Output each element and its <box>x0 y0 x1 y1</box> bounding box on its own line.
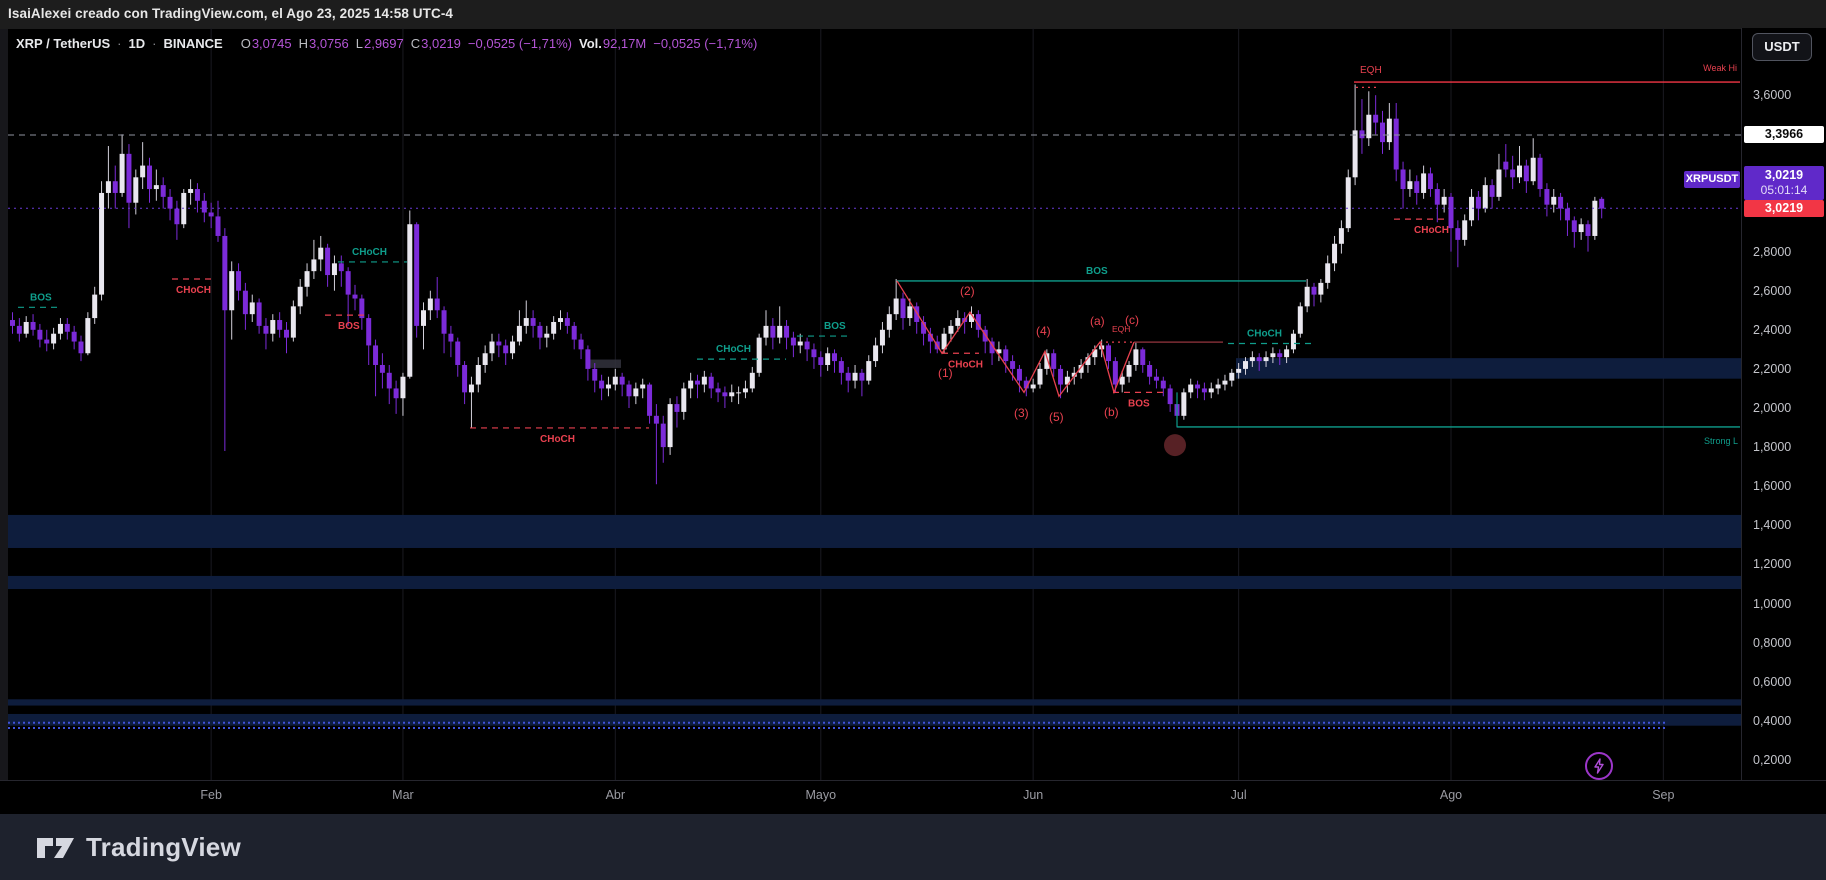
currency-toggle-button[interactable]: USDT <box>1752 33 1812 61</box>
month-label: Sep <box>1652 788 1675 802</box>
month-label: Abr <box>605 788 626 802</box>
price-tick: 0,4000 <box>1753 713 1792 728</box>
annotation-text: EQH <box>1360 65 1382 76</box>
structure-label: BOS <box>338 321 360 332</box>
symbol-title[interactable]: XRP / TetherUS <box>16 35 111 51</box>
time-axis[interactable]: Feb Mar Abr Mayo Jun Jul Ago Sep <box>0 780 1826 815</box>
annotation-text: Strong L <box>1704 436 1738 446</box>
annotation-text: (1) <box>938 366 953 380</box>
structure-label: CHoCH <box>716 344 751 355</box>
bar-countdown: 05:01:14 <box>1760 183 1808 197</box>
exchange-label: BINANCE <box>163 35 223 51</box>
price-tick: 2,8000 <box>1753 244 1792 259</box>
month-label: Jun <box>1023 788 1044 802</box>
open-value: 3,0745 <box>251 35 292 51</box>
volume-value: 92,17M <box>602 35 647 51</box>
price-tick: 2,0000 <box>1753 401 1792 415</box>
high-label: H <box>298 35 308 51</box>
tradingview-logo[interactable]: TradingView <box>36 832 241 863</box>
symbol-price-tag: XRPUSDT <box>1684 171 1740 189</box>
price-tick: 1,2000 <box>1753 557 1792 572</box>
low-label: L <box>355 35 363 51</box>
low-value: 2,9697 <box>363 35 404 51</box>
annotation-text: (3) <box>1014 406 1029 420</box>
price-tick: 1,0000 <box>1753 596 1792 611</box>
structure-label: BOS <box>1086 266 1108 277</box>
close-label: C <box>410 35 421 51</box>
price-axis[interactable]: 3,6000 2,8000 2,6000 2,4000 2,2000 2,0000 1,80… <box>1741 28 1826 780</box>
high-value: 3,0756 <box>308 35 349 51</box>
candles-layer <box>10 84 1605 485</box>
price-lines-layer <box>8 134 1741 209</box>
price-tick: 2,6000 <box>1753 283 1792 298</box>
gray-zone-box <box>589 359 621 368</box>
tradingview-logo-icon <box>37 838 74 858</box>
annotation-text: Weak Hi <box>1703 63 1737 73</box>
month-label: Mayo <box>805 788 837 802</box>
attribution-text: IsaiAlexei creado con TradingView.com, e… <box>8 6 454 21</box>
structure-label: BOS <box>824 321 846 332</box>
price-tick: 2,4000 <box>1753 322 1792 337</box>
structure-lines-layer: BOS CHoCH CHoCH BOS CHoCH CHoCH BOS CHoCH BOS BOS… <box>18 81 1740 445</box>
month-label: Ago <box>1439 788 1463 802</box>
chart-canvas[interactable]: BOS CHoCH CHoCH BOS CHoCH CHoCH BOS CHoCH BOS BOS… <box>0 28 1741 780</box>
left-toolbar-strip[interactable] <box>0 29 8 780</box>
open-label: O <box>240 35 251 51</box>
price-tick: 3,6000 <box>1753 88 1792 103</box>
close-value: 3,0219 <box>421 35 461 51</box>
structure-label: CHoCH <box>540 434 575 445</box>
price-tick: 0,2000 <box>1753 752 1792 767</box>
brush-circle-mark <box>1164 434 1186 457</box>
change-value: −0,0525 (−1,71%) <box>467 35 572 51</box>
annotation-text: (c) <box>1125 313 1139 327</box>
footer-brand-text: TradingView <box>86 831 241 862</box>
price-tick: 1,4000 <box>1753 518 1792 533</box>
price-tick: 0,8000 <box>1753 635 1792 650</box>
structure-label: CHoCH <box>1247 328 1282 339</box>
annotation-text: (2) <box>960 284 975 298</box>
annotation-text: EQH <box>1112 324 1130 334</box>
wave-zigzag <box>896 280 1135 398</box>
price-zone-bands <box>8 358 1741 730</box>
annotation-text: (4) <box>1036 324 1051 338</box>
month-gridlines <box>210 28 1664 780</box>
symbol-price-box: 3,0219 05:01:14 <box>1744 166 1824 200</box>
footer-bar: TradingView <box>0 814 1826 880</box>
structure-label: CHoCH <box>176 285 211 296</box>
price-tick: 2,2000 <box>1753 361 1792 376</box>
month-label: Feb <box>200 788 222 802</box>
volume-label: Vol. <box>578 35 602 51</box>
price-tick: 0,6000 <box>1753 674 1792 689</box>
structure-label: BOS <box>1128 398 1150 409</box>
change-value-2: −0,0525 (−1,71%) <box>653 35 758 51</box>
legend-separator: · <box>152 35 157 51</box>
legend-separator: · <box>117 35 122 51</box>
annotation-text: (5) <box>1049 410 1064 424</box>
lightning-button[interactable] <box>1585 752 1613 780</box>
month-label: Mar <box>392 788 414 802</box>
structure-label: CHoCH <box>948 359 983 370</box>
annotation-text: (a) <box>1090 314 1105 328</box>
avg-price-label: 3,3966 <box>1744 125 1824 143</box>
last-price-label: 3,0219 <box>1744 200 1824 218</box>
price-tick: 1,8000 <box>1753 440 1792 455</box>
attribution-bar: IsaiAlexei creado con TradingView.com, e… <box>0 0 1826 29</box>
month-label: Jul <box>1230 788 1247 802</box>
structure-label: CHoCH <box>352 247 387 258</box>
structure-label: BOS <box>30 292 52 303</box>
price-tick: 1,6000 <box>1753 479 1792 494</box>
interval-label[interactable]: 1D <box>128 35 146 51</box>
annotation-text: (b) <box>1104 405 1119 419</box>
structure-label: CHoCH <box>1414 225 1449 236</box>
lightning-icon <box>1594 758 1604 774</box>
symbol-price-value: 3,0219 <box>1764 168 1804 182</box>
